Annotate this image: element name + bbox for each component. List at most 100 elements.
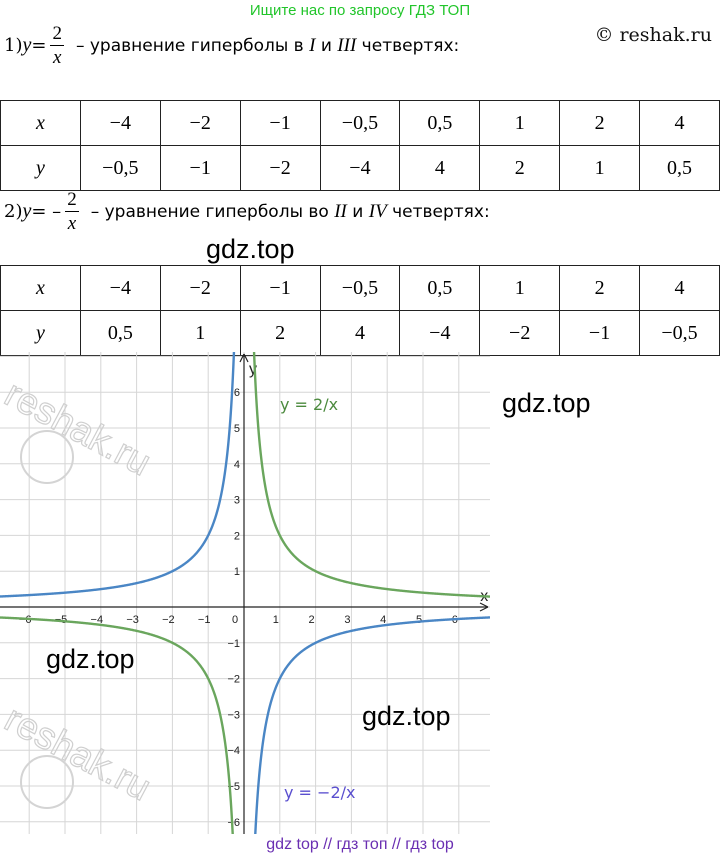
y-tick-label: −3 <box>227 709 240 721</box>
table-1-x-header: x <box>0 100 81 146</box>
equation-1-and: и <box>315 35 338 56</box>
table-2-x-row: x −4 −2 −1 −0,5 0,5 1 2 4 <box>0 265 720 311</box>
equation-2-quadrant-a: II <box>334 200 347 222</box>
equation-2-denominator: x <box>67 213 77 234</box>
bottom-links[interactable]: gdz top // гдз топ // гдз top <box>266 836 454 853</box>
promo-banner[interactable]: Ищите нас по запросу ГДЗ ТОП <box>249 2 471 19</box>
series-label-positive: y = 2/x <box>280 395 338 414</box>
table-cell: 2 <box>559 265 640 311</box>
equation-2-quadrant-b: IV <box>368 200 387 222</box>
y-tick-label: 4 <box>234 459 240 471</box>
table-cell: 4 <box>319 310 401 356</box>
equation-2-equals: = – <box>31 201 62 222</box>
table-cell: −2 <box>479 310 561 356</box>
table-cell: −4 <box>319 145 401 191</box>
table-cell: 2 <box>479 145 561 191</box>
x-tick-label: 1 <box>273 614 279 626</box>
y-tick-label: −6 <box>227 817 240 829</box>
gdz-watermark: gdz.top <box>206 234 295 264</box>
values-table-2: x −4 −2 −1 −0,5 0,5 1 2 4 y 0,5 1 2 4 −4… <box>0 265 720 356</box>
equation-2-numerator: 2 <box>65 189 79 212</box>
equation-1-desc-b: четвертях: <box>356 35 460 56</box>
y-tick-label: 1 <box>234 566 240 578</box>
table-cell: −0,5 <box>639 310 720 356</box>
x-tick-label: −3 <box>126 614 139 626</box>
copyright-circle-icon <box>20 430 74 484</box>
equation-2-desc-a: – уравнение гиперболы во <box>90 201 335 222</box>
table-cell: −2 <box>239 145 321 191</box>
table-cell: −2 <box>159 265 241 311</box>
table-cell: −1 <box>239 100 321 146</box>
table-cell: −0,5 <box>319 265 401 311</box>
curves <box>0 352 490 834</box>
equation-1-y: y <box>22 34 32 56</box>
series-label-negative: y = −2/x <box>284 783 356 802</box>
table-1-y-row: y −0,5 −1 −2 −4 4 2 1 0,5 <box>0 145 720 191</box>
equation-2-prefix: 2) <box>4 201 23 222</box>
table-cell: 0,5 <box>639 145 720 191</box>
table-cell: 2 <box>559 100 640 146</box>
table-cell: 1 <box>479 265 561 311</box>
equation-1-equals: = <box>31 35 47 56</box>
equation-2-y: y <box>22 200 32 222</box>
table-cell: −4 <box>399 310 481 356</box>
hyperbola-branch <box>0 616 234 834</box>
hyperbola-branch <box>254 616 490 834</box>
table-cell: −1 <box>159 145 241 191</box>
equation-1-desc-a: – уравнение гиперболы в <box>75 35 310 56</box>
y-tick-label: −2 <box>227 674 240 686</box>
x-tick-label: 0 <box>232 614 238 626</box>
hyperbola-branch <box>0 352 236 598</box>
equation-1-description: – уравнение гиперболы в I и III четвертя… <box>76 35 459 57</box>
table-cell: −1 <box>239 265 321 311</box>
equation-1-prefix: 1) <box>4 35 23 56</box>
x-tick-label: 4 <box>380 614 386 626</box>
equation-2-description: – уравнение гиперболы во II и IV четверт… <box>91 201 490 223</box>
table-cell: 1 <box>479 100 561 146</box>
table-cell: 4 <box>639 100 720 146</box>
table-cell: 0,5 <box>399 100 481 146</box>
table-2-x-header: x <box>0 265 81 311</box>
equation-1-numerator: 2 <box>50 23 64 46</box>
x-tick-label: 2 <box>309 614 315 626</box>
y-axis-arrow-icon <box>239 353 249 363</box>
table-1-x-row: x −4 −2 −1 −0,5 0,5 1 2 4 <box>0 100 720 146</box>
gdz-watermark: gdz.top <box>46 644 135 674</box>
table-2-y-header: y <box>0 310 81 356</box>
hyperbola-branch <box>252 352 490 598</box>
x-axis-arrow-icon <box>479 602 489 612</box>
table-cell: 4 <box>399 145 481 191</box>
equation-1-fraction: 2 x <box>50 24 64 67</box>
table-1-y-header: y <box>0 145 81 191</box>
values-table-1: x −4 −2 −1 −0,5 0,5 1 2 4 y −0,5 −1 −2 −… <box>0 100 720 191</box>
equation-2-and: и <box>346 201 369 222</box>
y-tick-label: 6 <box>234 387 240 399</box>
gdz-watermark: gdz.top <box>362 701 451 731</box>
y-tick-label: −1 <box>227 638 240 650</box>
table-cell: −2 <box>159 100 241 146</box>
table-cell: −1 <box>559 310 640 356</box>
y-tick-label: 5 <box>234 423 240 435</box>
table-cell: −4 <box>79 100 161 146</box>
equation-2-desc-b: четвертях: <box>386 201 490 222</box>
table-2-y-row: y 0,5 1 2 4 −4 −2 −1 −0,5 <box>0 310 720 356</box>
equation-1-denominator: x <box>53 47 62 68</box>
table-cell: −4 <box>79 265 161 311</box>
table-cell: −0,5 <box>319 100 401 146</box>
equation-2: 2) y = – 2 x – уравнение гиперболы во II… <box>4 190 490 233</box>
x-tick-label: −1 <box>198 614 211 626</box>
gdz-watermark: gdz.top <box>502 388 591 418</box>
copyright-circle-icon <box>20 755 74 809</box>
equation-1-quadrant-a: I <box>309 34 316 56</box>
y-tick-label: 2 <box>234 530 240 542</box>
equation-1: 1) y = 2 x – уравнение гиперболы в I и I… <box>4 24 459 67</box>
table-cell: 1 <box>159 310 241 356</box>
copyright-notice: © reshak.ru <box>594 24 712 46</box>
table-cell: 0,5 <box>79 310 161 356</box>
table-cell: 1 <box>559 145 640 191</box>
x-tick-label: 3 <box>344 614 350 626</box>
table-cell: 2 <box>239 310 321 356</box>
x-tick-label: −2 <box>162 614 175 626</box>
